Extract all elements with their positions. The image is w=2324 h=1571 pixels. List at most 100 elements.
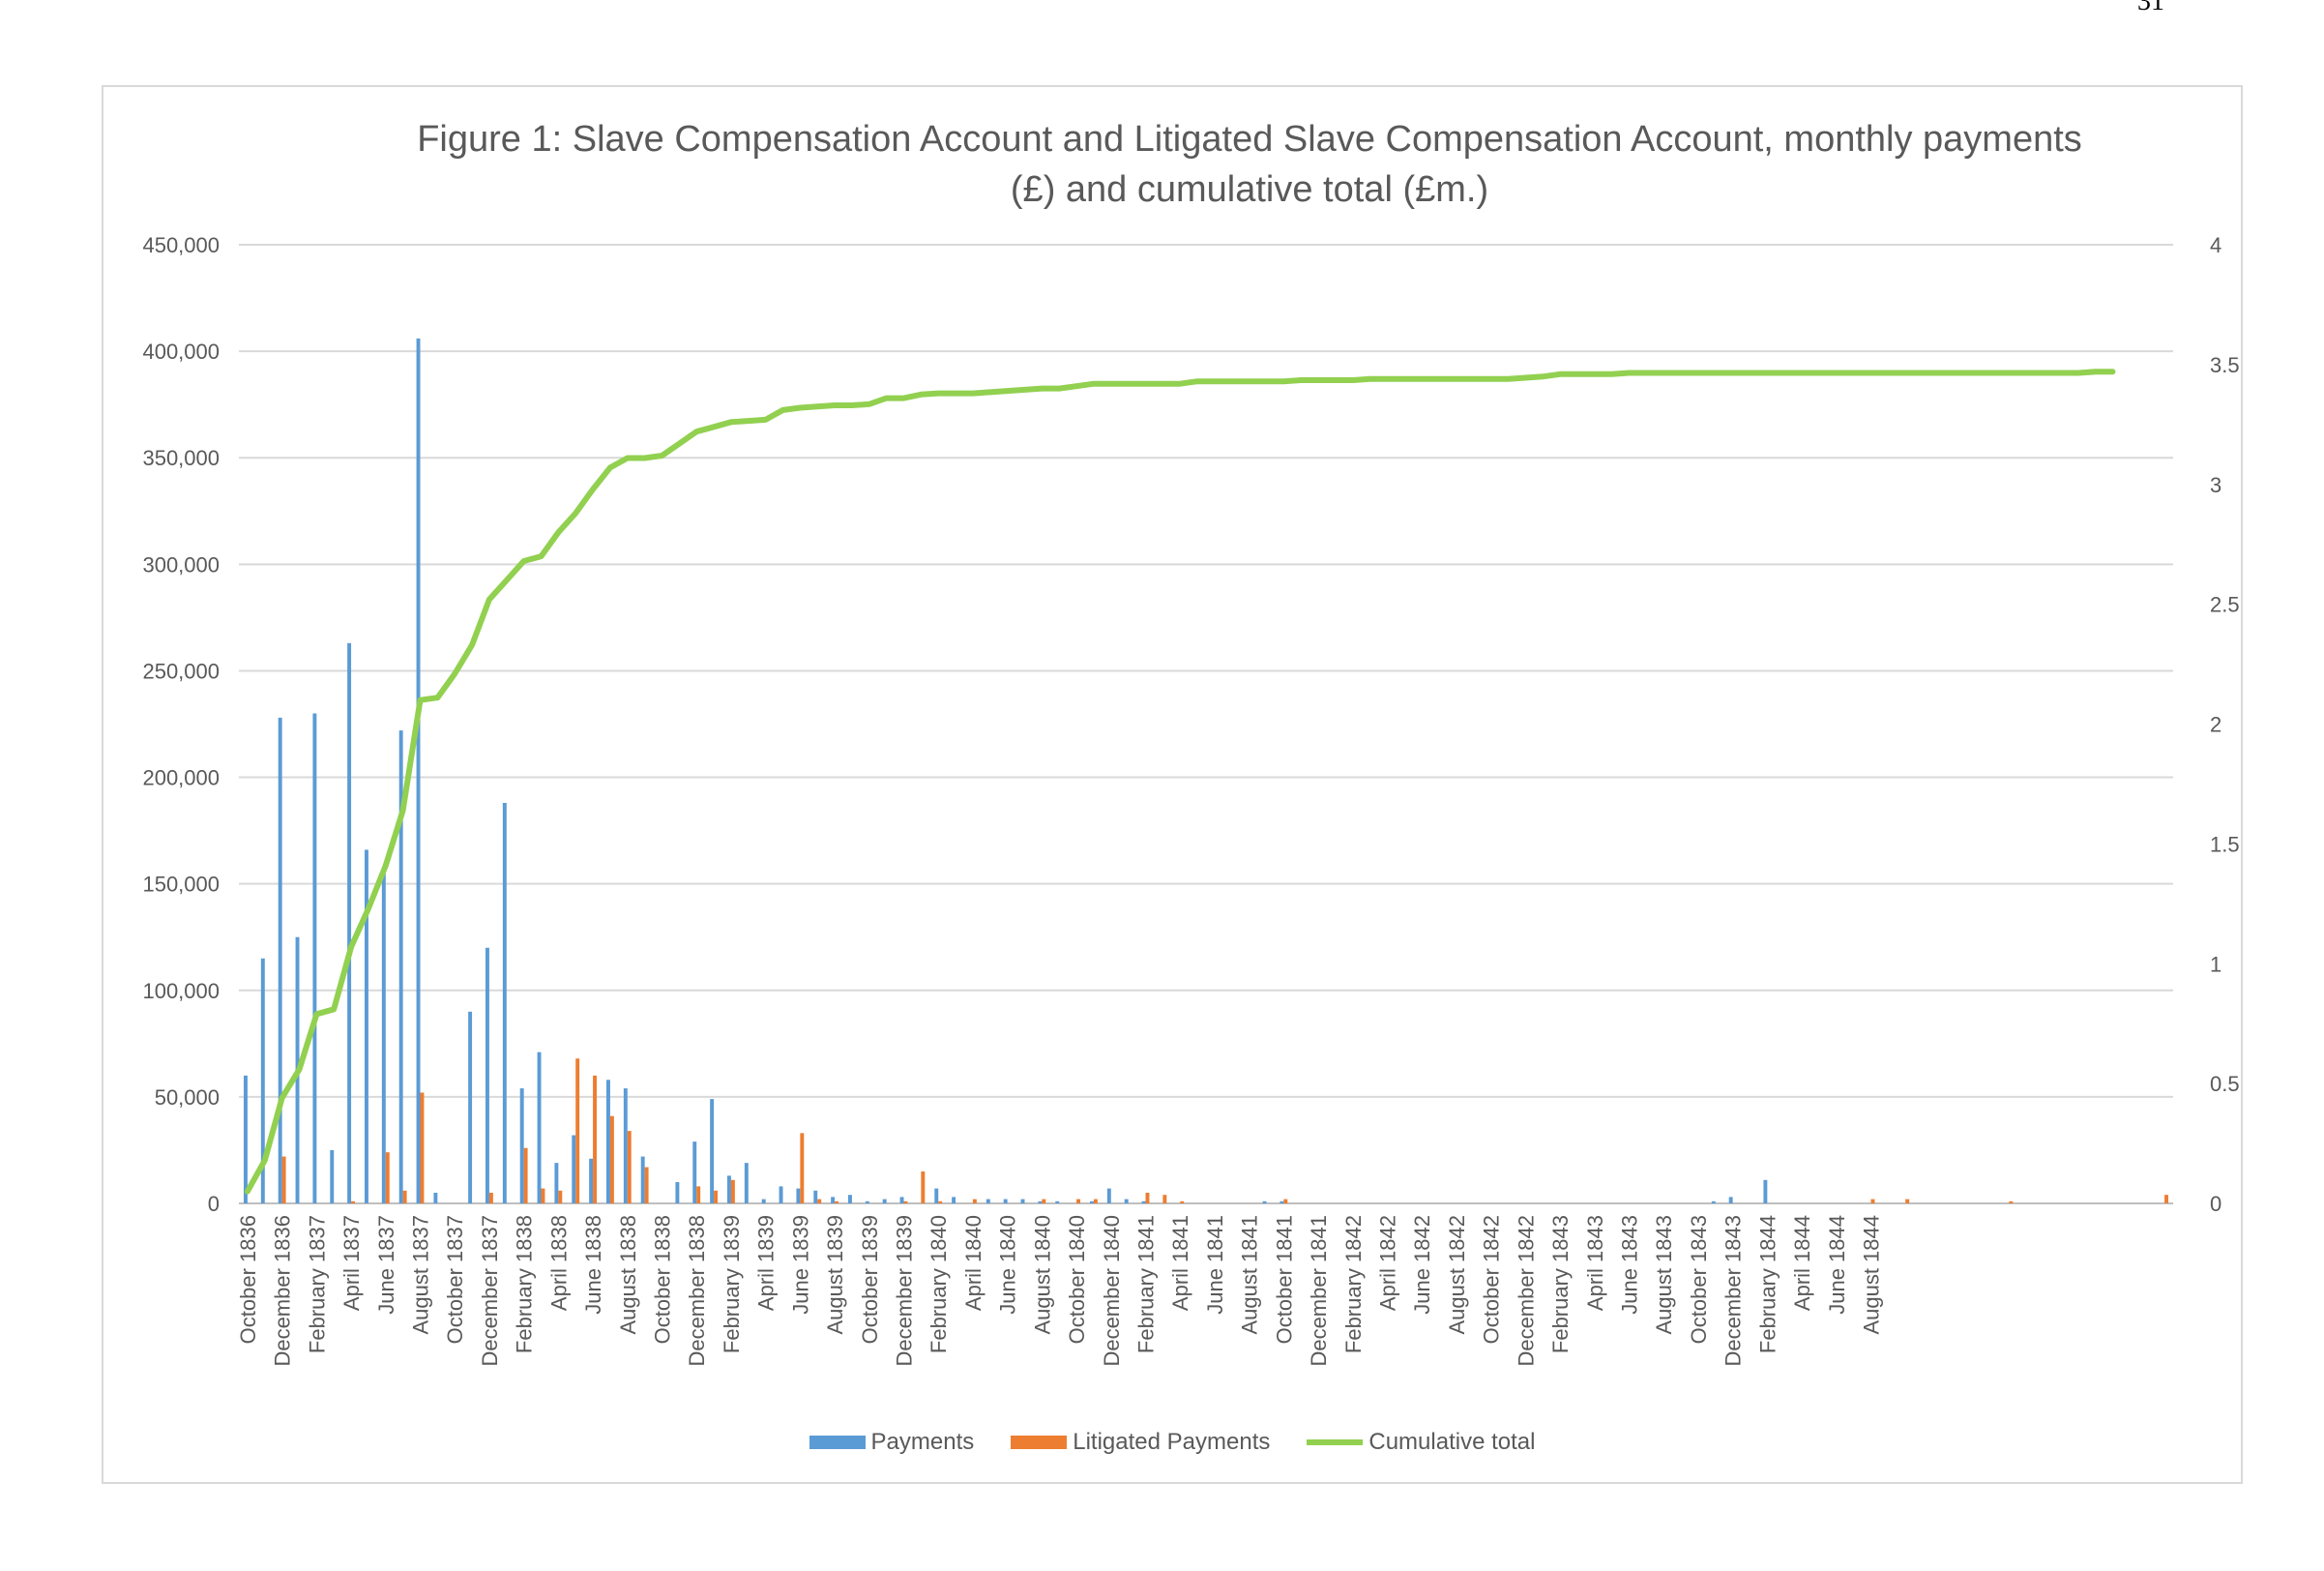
y-right-tick-label: 0 [2210, 1192, 2221, 1216]
x-tick-label: August 1837 [409, 1215, 433, 1335]
litigated-payments-bar [402, 1190, 407, 1203]
x-tick-label: June 1837 [374, 1215, 398, 1315]
x-tick-label: December 1842 [1514, 1215, 1538, 1367]
x-tick-label: August 1838 [616, 1215, 640, 1335]
x-tick-label: August 1840 [1030, 1215, 1054, 1335]
x-tick-label: December 1841 [1307, 1215, 1331, 1367]
litigated-payments-bar [1905, 1199, 1910, 1203]
y-left-tick-label: 150,000 [142, 873, 220, 897]
x-tick-label: February 1837 [305, 1215, 329, 1353]
litigated-payments-bar [541, 1188, 545, 1203]
payments-bar [381, 873, 386, 1203]
y-left-tick-label: 350,000 [142, 446, 220, 470]
y-right-tick-label: 2.5 [2210, 593, 2240, 617]
litigated-payments-bar [714, 1190, 718, 1203]
litigated-payments-bar [575, 1058, 580, 1203]
legend-swatch-litigated [1011, 1436, 1068, 1449]
payments-bar [623, 1088, 628, 1203]
litigated-payments-bar [385, 1152, 390, 1203]
x-tick-label: December 1843 [1721, 1215, 1746, 1367]
litigated-payments-bar [972, 1199, 977, 1203]
y-right-tick-label: 4 [2210, 233, 2221, 257]
x-tick-label: April 1842 [1376, 1215, 1400, 1311]
litigated-payments-bar [1870, 1199, 1875, 1203]
y-right-tick-label: 0.5 [2210, 1072, 2240, 1096]
y-left-tick-label: 50,000 [155, 1085, 220, 1110]
litigated-payments-bar [1162, 1195, 1167, 1203]
payments-bar [899, 1197, 904, 1203]
x-tick-label: June 1841 [1203, 1215, 1227, 1315]
legend-label-litigated: Litigated Payments [1073, 1429, 1271, 1455]
x-tick-label: October 1841 [1272, 1215, 1296, 1344]
x-tick-label: June 1842 [1410, 1215, 1434, 1315]
x-tick-label: October 1837 [443, 1215, 467, 1344]
payments-bar [330, 1149, 335, 1203]
litigated-payments-bar [627, 1131, 632, 1203]
x-tick-label: December 1836 [271, 1215, 295, 1367]
x-tick-label: April 1844 [1790, 1215, 1814, 1311]
y-right-tick-label: 3 [2210, 473, 2221, 497]
payments-bar [347, 642, 352, 1203]
y-right-tick-label: 3.5 [2210, 353, 2240, 377]
legend-item-payments: Payments [809, 1429, 974, 1456]
legend-swatch-payments [809, 1436, 866, 1449]
litigated-payments-bar [696, 1186, 701, 1203]
payments-bar [1124, 1199, 1129, 1203]
y-left-tick-label: 250,000 [142, 659, 220, 683]
litigated-payments-bar [800, 1133, 805, 1203]
payments-bar [985, 1199, 990, 1203]
litigated-payments-bar [420, 1092, 425, 1203]
y-left-tick-label: 200,000 [142, 766, 220, 790]
litigated-payments-bar [817, 1199, 822, 1203]
x-tick-label: October 1838 [651, 1215, 675, 1344]
payments-bar [1262, 1200, 1267, 1203]
litigated-payments-bar [558, 1190, 563, 1203]
litigated-payments-bar [921, 1171, 926, 1203]
litigated-payments-bar [1180, 1200, 1185, 1203]
payments-bar [502, 802, 507, 1203]
payments-bar [1020, 1199, 1025, 1203]
y-left-tick-label: 400,000 [142, 340, 220, 364]
payments-bar [278, 717, 282, 1203]
x-tick-label: April 1841 [1168, 1215, 1192, 1311]
y-right-tick-label: 2 [2210, 713, 2221, 737]
payments-bar [1090, 1200, 1094, 1203]
payments-bar [952, 1197, 956, 1203]
payments-bar [692, 1141, 697, 1203]
litigated-payments-bar [1076, 1199, 1080, 1203]
payments-bar [1728, 1197, 1733, 1203]
chart-title: Figure 1: Slave Compensation Account and… [103, 114, 2241, 215]
litigated-payments-bar [488, 1192, 493, 1203]
payments-bar [416, 338, 421, 1203]
payments-bar [1141, 1200, 1146, 1203]
litigated-payments-bar [730, 1179, 735, 1203]
litigated-payments-bar [1093, 1199, 1098, 1203]
payments-bar [589, 1158, 594, 1203]
x-tick-label: October 1842 [1480, 1215, 1504, 1344]
x-tick-label: October 1839 [858, 1215, 882, 1344]
legend-swatch-cumulative [1307, 1439, 1364, 1445]
x-tick-label: April 1839 [754, 1215, 779, 1311]
payments-bar [1038, 1200, 1043, 1203]
payments-bar [1003, 1199, 1008, 1203]
litigated-payments-bar [1283, 1199, 1288, 1203]
payments-bar [1106, 1188, 1111, 1203]
litigated-payments-bar [2164, 1195, 2168, 1203]
payments-bar [365, 849, 368, 1203]
x-tick-label: August 1841 [1238, 1215, 1262, 1335]
litigated-payments-bar [593, 1075, 597, 1203]
payments-bar [640, 1156, 645, 1203]
x-tick-label: February 1843 [1548, 1215, 1573, 1353]
x-tick-label: February 1844 [1755, 1215, 1780, 1353]
litigated-payments-bar [523, 1147, 528, 1203]
combo-chart: 0 50,000 100,000 150,000 200,000 250,000 300,0… [142, 233, 2240, 1367]
payments-bar [1763, 1179, 1768, 1203]
litigated-payments-bar [835, 1200, 838, 1203]
x-tick-label: April 1837 [339, 1215, 364, 1311]
payments-bar [796, 1188, 801, 1203]
x-tick-label: December 1838 [685, 1215, 709, 1367]
payments-bar [813, 1190, 818, 1203]
payments-bar [485, 947, 489, 1203]
x-tick-label: June 1838 [581, 1215, 605, 1315]
x-tick-label: June 1839 [788, 1215, 812, 1315]
